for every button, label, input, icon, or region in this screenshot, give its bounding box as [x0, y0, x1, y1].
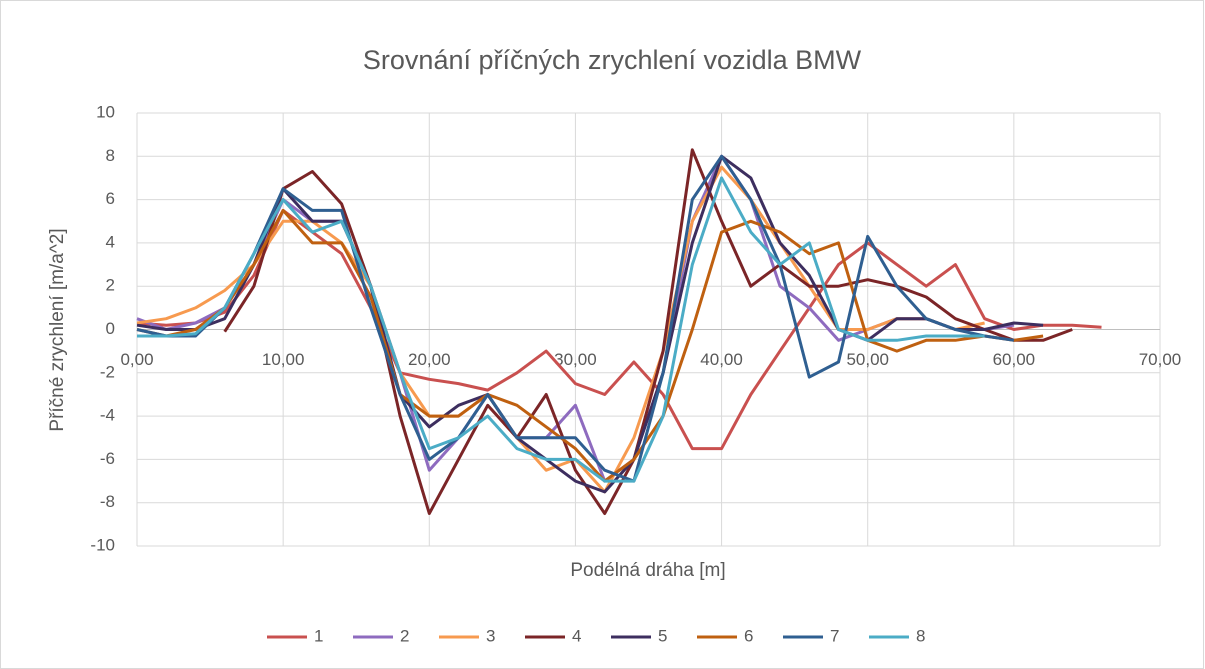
x-axis-label: Podélná dráha [m]	[570, 560, 725, 581]
x-tick-label: 40,00	[700, 350, 743, 369]
y-tick-label: -6	[100, 449, 115, 468]
y-tick-label: 2	[106, 276, 115, 295]
legend-label: 2	[400, 626, 409, 645]
y-tick-label: 10	[96, 102, 115, 121]
x-tick-label: 30,00	[554, 350, 597, 369]
legend-label: 8	[916, 626, 925, 645]
x-tick-label: 20,00	[408, 350, 451, 369]
y-tick-label: -8	[100, 492, 115, 511]
x-tick-label: 60,00	[993, 350, 1036, 369]
chart-title: Srovnání příčných zrychlení vozidla BMW	[363, 45, 862, 75]
y-tick-label: -4	[100, 406, 115, 425]
x-tick-label: 10,00	[262, 350, 305, 369]
legend-label: 5	[658, 626, 667, 645]
legend-label: 4	[572, 626, 581, 645]
legend-label: 6	[744, 626, 753, 645]
y-tick-label: -10	[90, 535, 115, 554]
series-line	[136, 208, 1044, 483]
y-axis-label: Příčné zrychlení [m/a^2]	[47, 228, 68, 431]
x-tick-label: 50,00	[846, 350, 889, 369]
y-tick-label: 8	[106, 146, 115, 165]
y-tick-label: 4	[106, 232, 115, 251]
legend-label: 3	[486, 626, 495, 645]
legend-label: 7	[830, 626, 839, 645]
series-line	[136, 154, 1015, 483]
y-tick-label: 0	[106, 319, 115, 338]
series-line	[137, 176, 985, 483]
y-tick-label: 6	[106, 189, 115, 208]
x-tick-label: 70,00	[1139, 350, 1182, 369]
x-tick-label: 0,00	[120, 350, 153, 369]
series-line	[136, 165, 985, 494]
legend-label: 1	[314, 626, 323, 645]
y-tick-label: -2	[100, 362, 115, 381]
